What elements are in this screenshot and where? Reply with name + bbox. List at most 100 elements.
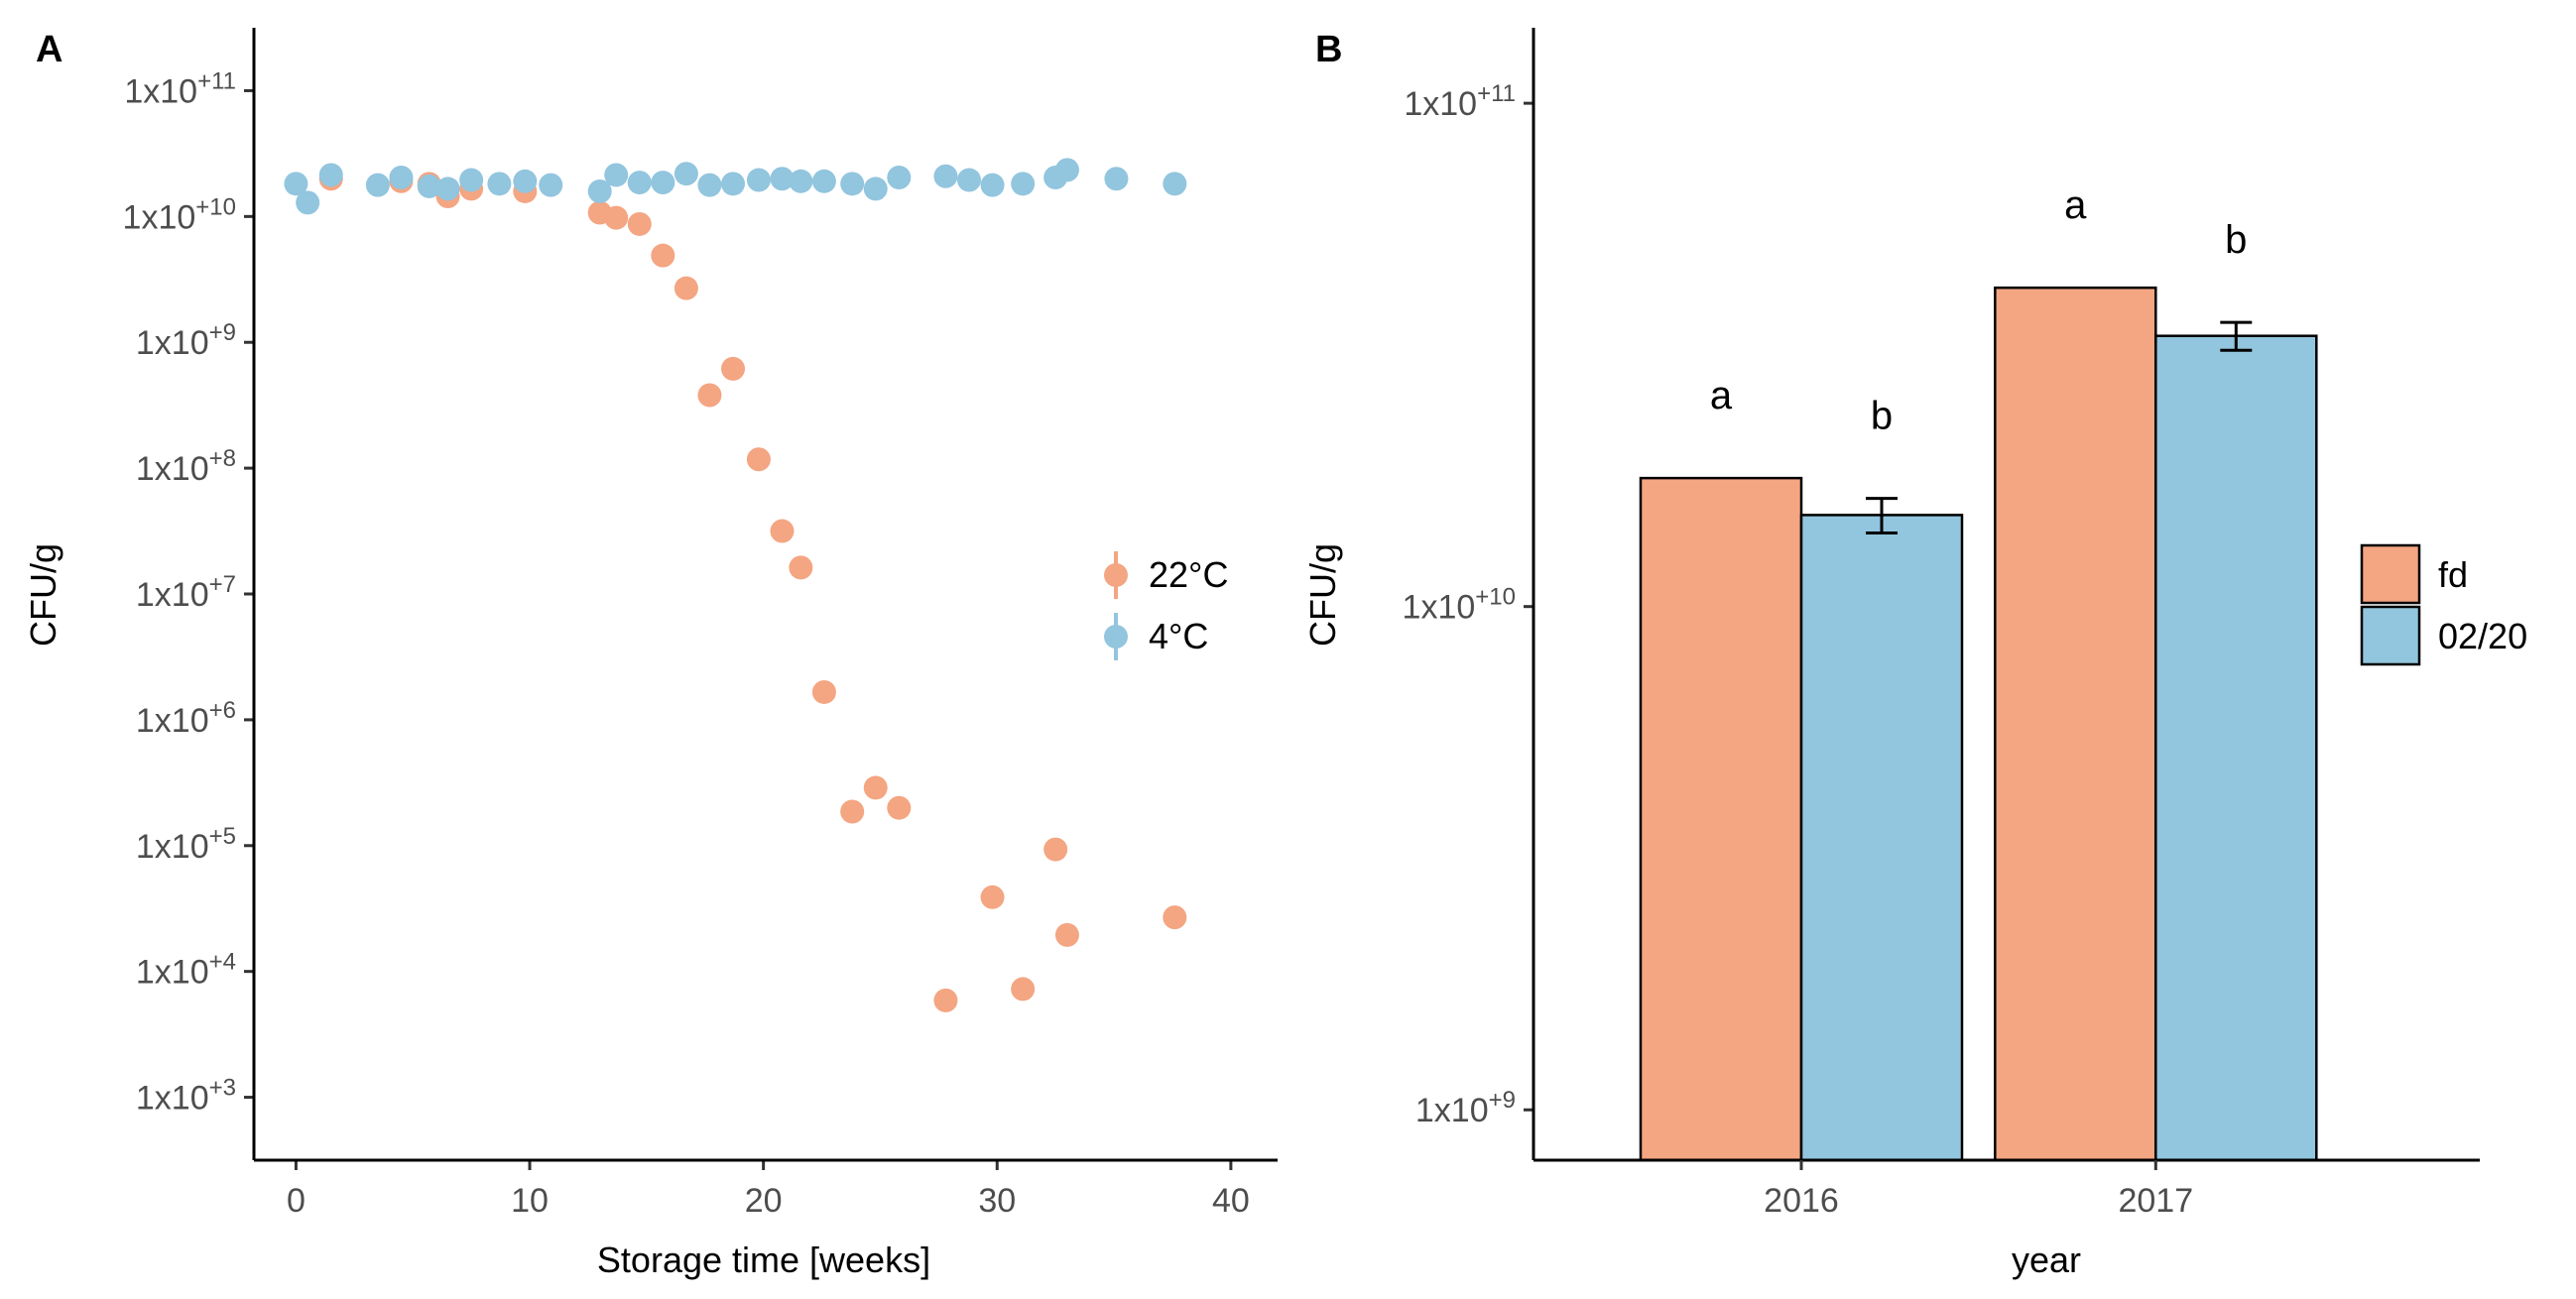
point-22c [1043,837,1068,862]
point-4c [887,165,912,189]
y-tick-label: 1x10+3 [136,1075,236,1118]
legend-key [1104,563,1128,587]
x-tick-label: 10 [511,1182,549,1220]
panel-b-bars: a b a b [1639,183,2318,1162]
point-22c [627,211,652,236]
panel-a-letter: A [36,29,62,70]
point-4c [721,172,746,196]
legend-key [2360,605,2421,666]
bar-02-20-2016 [1799,514,1964,1162]
point-4c [627,171,652,195]
legend-key [2360,543,2421,605]
panel-a: A 1x10+31x10+41x10+51x10+61x10+71x10+81x… [23,28,1278,1280]
panel-b-y-title: CFU/g [1302,543,1343,647]
panel-a-x-title: Storage time [weeks] [597,1240,930,1280]
x-tick-label: 0 [287,1182,306,1220]
x-tick-label: 40 [1212,1182,1250,1220]
panel-b-x-title: year [2012,1240,2081,1280]
point-4c [513,169,538,193]
x-tick-label: 20 [745,1182,783,1220]
bar-fd-2017 [1994,286,2157,1162]
panel-b-legend: fd 02/20 [2360,543,2527,666]
point-22c [651,243,675,268]
point-4c [651,171,675,195]
panel-b-y-axis: 1x10+9 1x10+10 1x10+11 [1403,80,1533,1129]
point-4c [840,172,865,196]
panel-b: B 1x10+9 1x10+10 1x10+11 a b a b 2016 2017 yea… [1302,28,2527,1280]
point-22c [1054,922,1079,947]
point-4c [770,167,795,191]
point-4c [365,173,390,197]
point-4c [1104,167,1129,191]
point-22c [674,276,698,300]
legend-label: fd [2438,554,2468,595]
significance-label: a [2064,183,2087,227]
legend-label: 02/20 [2438,616,2527,656]
point-4c [318,163,343,187]
x-tick-label: 30 [978,1182,1016,1220]
point-4c [417,174,441,198]
y-tick-label: 1x10+8 [136,445,236,488]
panel-a-x-axis: 0 10 20 30 40 [287,1160,1250,1220]
point-4c [674,162,698,186]
point-4c [1054,158,1079,182]
point-22c [811,679,836,704]
point-4c [933,164,958,188]
point-4c [459,168,484,192]
point-22c [697,383,722,408]
point-22c [789,555,813,580]
point-4c [435,177,460,201]
point-4c [284,172,308,196]
point-4c [956,168,981,192]
point-22c [840,799,865,824]
point-4c [1011,172,1036,196]
point-22c [1011,977,1036,1002]
point-4c [697,173,722,197]
panel-a-points [284,158,1187,1012]
significance-label: a [1710,374,1733,417]
panel-b-x-axis: 2016 2017 [1764,1160,2193,1220]
y-tick-label: 1x10+4 [136,949,236,992]
y-tick-label: 1x10+11 [124,67,236,110]
point-22c [863,775,888,800]
y-tick-label: 1x10+6 [136,697,236,740]
significance-label: b [2225,218,2247,262]
x-tick-label: 2016 [1764,1182,1839,1220]
point-4c [789,169,813,193]
point-4c [811,169,836,193]
panel-a-y-axis: 1x10+3 1x10+4 1x10+5 1x10+6 1x10+7 1x10+8 1x10… [123,67,254,1118]
point-4c [587,178,612,203]
point-4c [980,173,1005,197]
point-22c [604,205,629,230]
legend-label: 22°C [1149,554,1228,595]
bar-02-20-2017 [2154,334,2318,1162]
point-22c [980,885,1005,909]
point-4c [1163,172,1187,196]
panel-b-letter: B [1315,29,1342,70]
point-4c [604,163,629,187]
point-22c [887,795,912,820]
legend-key [1104,625,1128,649]
point-4c [296,190,320,215]
y-tick-label: 1x10+10 [1403,584,1516,627]
point-4c [389,165,414,189]
point-22c [746,447,771,472]
legend-label: 4°C [1149,616,1208,656]
y-tick-label: 1x10+5 [136,823,236,866]
y-tick-label: 1x10+11 [1404,80,1516,123]
y-tick-label: 1x10+9 [136,319,236,362]
point-22c [1163,905,1187,930]
significance-label: b [1871,395,1893,438]
point-4c [539,173,563,197]
y-tick-label: 1x10+10 [123,193,236,236]
x-tick-label: 2017 [2118,1182,2193,1220]
point-22c [721,356,746,381]
y-tick-label: 1x10+9 [1415,1087,1516,1129]
y-tick-label: 1x10+7 [136,571,236,614]
point-22c [770,519,795,543]
point-22c [933,988,958,1012]
point-4c [487,172,512,196]
bar-fd-2016 [1639,476,1803,1162]
panel-a-legend: 22°C 4°C [1104,551,1228,660]
